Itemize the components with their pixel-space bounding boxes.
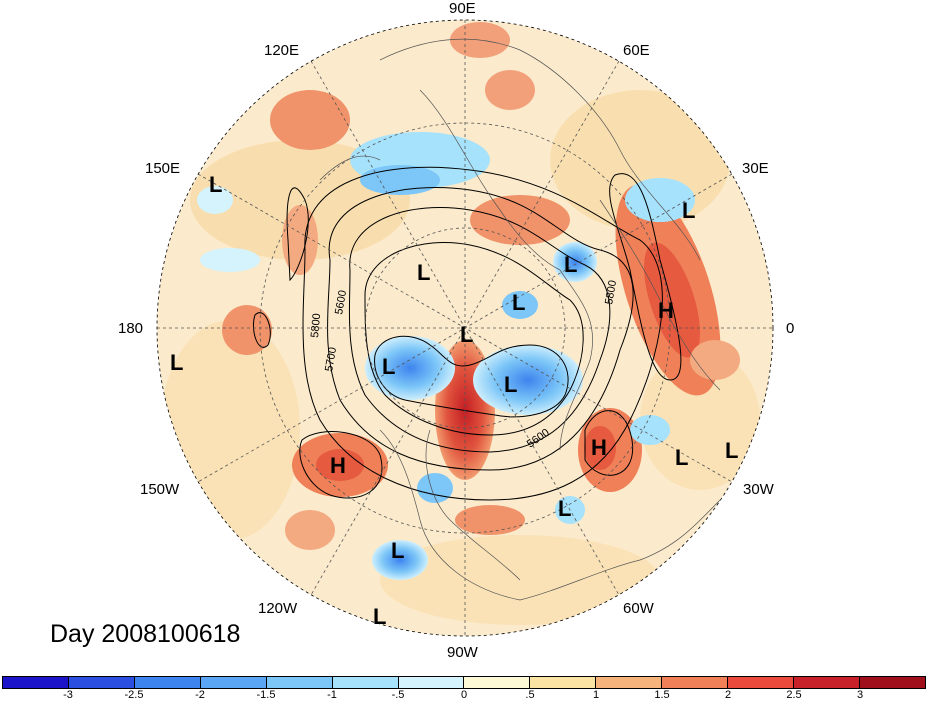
- low-pressure-marker: L: [504, 372, 517, 397]
- low-pressure-marker: L: [725, 438, 738, 463]
- longitude-label-120w: 120W: [258, 600, 298, 617]
- colorbar-tick-label: -2.5: [124, 689, 144, 701]
- low-pressure-marker: L: [460, 322, 473, 347]
- low-pressure-marker: L: [382, 354, 395, 379]
- graticule: [157, 20, 773, 636]
- colorbar-tick-label: -1: [327, 689, 337, 701]
- colorbar-tick-label: -1.5: [256, 689, 276, 701]
- colorbar-segment: [464, 677, 531, 688]
- contour-label: 5600: [333, 289, 349, 315]
- high-pressure-marker: H: [591, 435, 607, 460]
- colorbar-segment: [134, 677, 201, 688]
- low-pressure-marker: L: [558, 496, 571, 521]
- map-boundary: [156, 19, 774, 637]
- colorbar-segment: [398, 677, 465, 688]
- high-pressure-marker: H: [330, 453, 346, 478]
- height-contours: [253, 166, 682, 501]
- colorbar-segment: [530, 677, 597, 688]
- longitude-label-180: 180: [118, 320, 144, 337]
- pressure-systems: L L L L L L L L L L L L L L H H H: [170, 172, 738, 629]
- longitude-label-150e: 150E: [145, 160, 181, 177]
- longitude-label-30e: 30E: [742, 160, 769, 177]
- longitude-label-0: 0: [786, 320, 795, 337]
- longitude-label-90e: 90E: [449, 0, 476, 17]
- colorbar-segment: [332, 677, 399, 688]
- longitude-label-120e: 120E: [264, 42, 300, 59]
- colorbar-tick-label: -3: [63, 689, 73, 701]
- colorbar-tick-label: .5: [525, 689, 535, 701]
- low-pressure-marker: L: [209, 172, 222, 197]
- longitude-label-60e: 60E: [623, 42, 650, 59]
- colorbar-tick-label: 0: [460, 689, 468, 701]
- longitude-label-90w: 90W: [447, 644, 478, 661]
- colorbar-tick-label: 2: [724, 689, 732, 701]
- contour-label: 5700: [323, 346, 339, 372]
- colorbar-tick-label: -.5: [391, 689, 405, 701]
- colorbar-segment: [662, 677, 729, 688]
- low-pressure-marker: L: [512, 290, 525, 315]
- colorbar-tick-label: 1.5: [654, 689, 670, 701]
- contour-label: 5800: [603, 279, 619, 305]
- date-title: Day 2008100618: [50, 620, 241, 648]
- high-pressure-marker: H: [658, 298, 674, 323]
- longitude-label-60w: 60W: [623, 600, 654, 617]
- coastlines: [319, 38, 721, 601]
- low-pressure-marker: L: [417, 260, 430, 285]
- colorbar-segment: [68, 677, 135, 688]
- longitude-label-150w: 150W: [140, 481, 180, 498]
- colorbar-segment: [794, 677, 860, 688]
- longitude-label-30w: 30W: [743, 481, 774, 498]
- colorbar-segment: [859, 677, 925, 688]
- colorbar-segment: [3, 677, 69, 688]
- colorbar-segment: [200, 677, 267, 688]
- low-pressure-marker: L: [170, 350, 183, 375]
- contour-label: 5800: [309, 313, 323, 338]
- colorbar-segment: [596, 677, 663, 688]
- colorbar: [2, 676, 926, 689]
- colorbar-segment: [266, 677, 333, 688]
- low-pressure-marker: L: [564, 252, 577, 277]
- colorbar-segment: [728, 677, 795, 688]
- colorbar-tick-label: 3: [856, 689, 864, 701]
- colorbar-tick-label: 1: [592, 689, 600, 701]
- low-pressure-marker: L: [391, 538, 404, 563]
- colorbar-tick-label: -2: [195, 689, 205, 701]
- low-pressure-marker: L: [675, 445, 688, 470]
- low-pressure-marker: L: [682, 198, 695, 223]
- low-pressure-marker: L: [373, 604, 386, 629]
- colorbar-tick-label: 2.5: [786, 689, 802, 701]
